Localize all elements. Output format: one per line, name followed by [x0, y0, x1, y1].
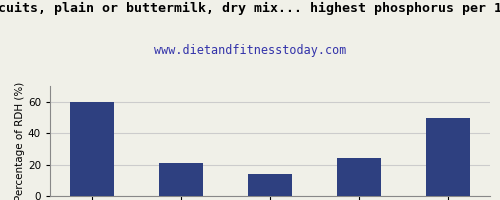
Text: Biscuits, plain or buttermilk, dry mix... highest phosphorus per 100g: Biscuits, plain or buttermilk, dry mix..… [0, 2, 500, 15]
Bar [159, 163, 204, 196]
Y-axis label: Percentage of RDH (%): Percentage of RDH (%) [15, 81, 25, 200]
Bar [336, 158, 381, 196]
Text: www.dietandfitnesstoday.com: www.dietandfitnesstoday.com [154, 44, 346, 57]
Bar [248, 174, 292, 196]
Bar [426, 118, 470, 196]
Bar [70, 102, 114, 196]
